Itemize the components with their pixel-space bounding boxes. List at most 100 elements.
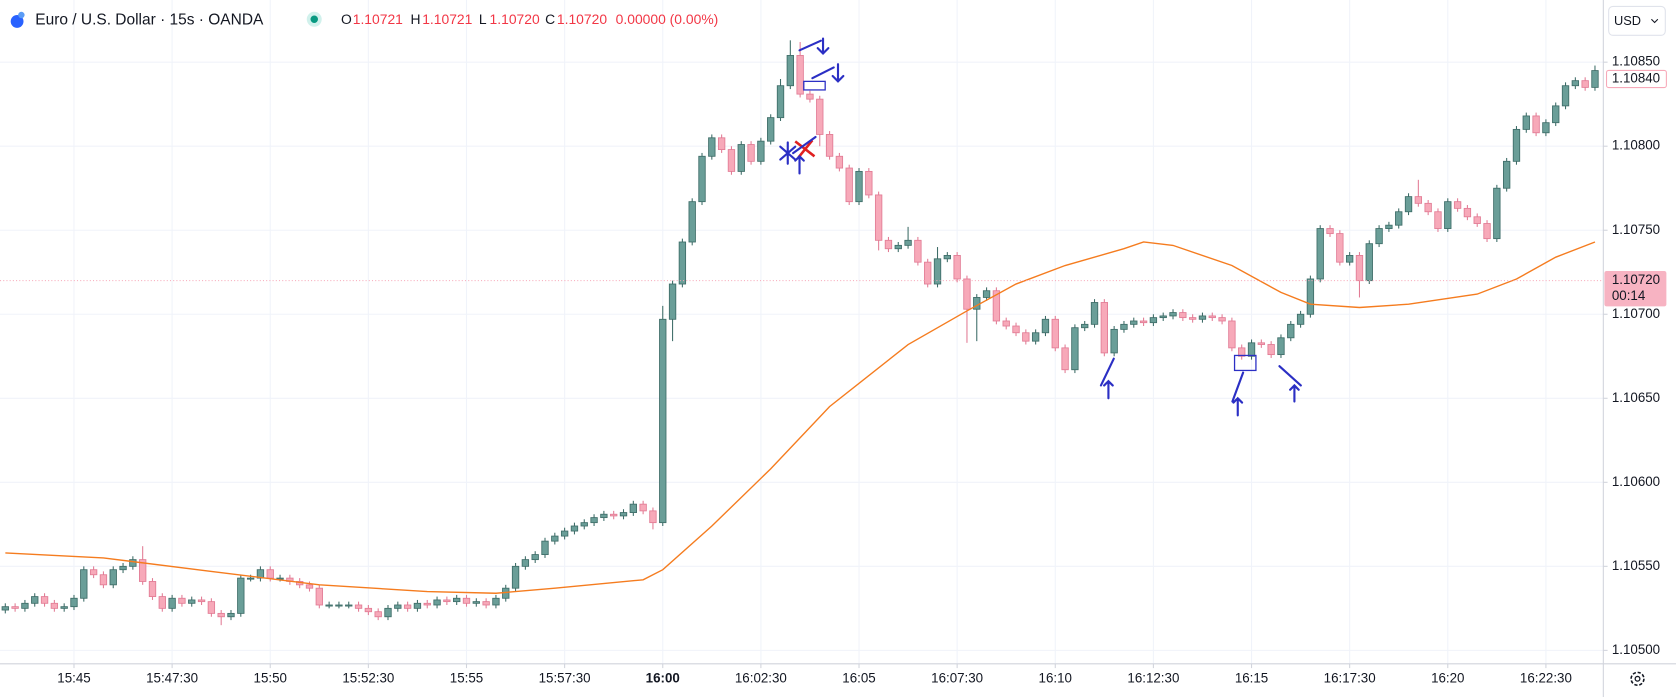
- y-tick-label: 1.10550: [1612, 558, 1660, 573]
- candle-body: [1149, 317, 1158, 324]
- x-tick-label: 16:02:30: [735, 670, 787, 685]
- candle-body: [531, 554, 539, 561]
- ohlc-value: 1.10721: [353, 11, 403, 27]
- gear[interactable]: [1634, 675, 1641, 682]
- candle-body: [982, 290, 991, 298]
- candle-body: [639, 503, 647, 512]
- drawing: [798, 37, 830, 56]
- drawing-cross: [794, 139, 816, 159]
- candle-body: [511, 565, 520, 589]
- candle-body: [168, 597, 176, 609]
- axes: 1.10850 1.10800 1.10750 1.10700 1.10650 1.106…: [57, 54, 1667, 685]
- y-tick-label: 1.10700: [1612, 306, 1660, 321]
- drawing-star: [779, 141, 797, 165]
- candle-body: [50, 602, 59, 609]
- candle-body: [1552, 105, 1560, 124]
- candle-body: [894, 244, 902, 250]
- candle-body: [1365, 243, 1373, 282]
- candle-body: [31, 596, 39, 604]
- candle-body: [1395, 211, 1403, 226]
- candle-body: [1257, 342, 1266, 345]
- candle-body: [1287, 323, 1295, 339]
- candle-body: [1306, 278, 1315, 315]
- candle-body: [364, 607, 373, 613]
- candle-body: [619, 512, 628, 517]
- candle-body: [1463, 207, 1472, 218]
- y-tick-label: 1.10800: [1612, 138, 1660, 153]
- plot: [0, 40, 1604, 626]
- candle-body: [1434, 211, 1442, 229]
- change: 0.00000 (0.00%): [616, 11, 719, 27]
- candle-body: [433, 599, 441, 606]
- candle-body: [266, 569, 274, 579]
- x-tick-label: 16:22:30: [1520, 670, 1572, 685]
- y-tick-label: 1.10650: [1612, 390, 1660, 405]
- candle-body: [1041, 318, 1050, 334]
- price-label-box: [1605, 69, 1667, 89]
- candle-body: [1198, 315, 1207, 320]
- candle-body: [717, 137, 726, 150]
- candle-body: [874, 194, 883, 241]
- candle-body: [325, 604, 333, 607]
- candle-body: [600, 513, 608, 519]
- status-dot: [310, 15, 318, 24]
- candle-body: [80, 569, 88, 599]
- candle-body: [1493, 187, 1501, 240]
- candle-body: [207, 601, 216, 614]
- currency-select[interactable]: USD: [1608, 5, 1666, 36]
- candle-body: [1296, 313, 1305, 325]
- x-tick-label: 15:45: [57, 670, 90, 685]
- candle-body: [1502, 160, 1511, 189]
- candle-body: [1473, 216, 1481, 224]
- drawing-box: [1233, 354, 1257, 372]
- chevron[interactable]: [1651, 18, 1659, 24]
- candle-body: [1336, 233, 1344, 263]
- gear[interactable]: [1630, 671, 1645, 687]
- candle-body: [413, 602, 422, 609]
- candle-body: [188, 599, 196, 604]
- currency-box[interactable]: [1608, 5, 1666, 36]
- candle-body: [1385, 224, 1393, 229]
- candle-body: [178, 597, 186, 604]
- candle-body: [1316, 228, 1324, 280]
- candle-body: [21, 602, 29, 609]
- ohlc-letter: O: [341, 11, 352, 27]
- candle-body: [678, 241, 687, 285]
- x-tick-label: 16:20: [1431, 670, 1464, 685]
- candle-body: [1100, 302, 1109, 354]
- candle-body: [1002, 320, 1010, 327]
- candle-body: [757, 140, 765, 162]
- candle-body: [237, 577, 245, 614]
- candle-body: [629, 503, 637, 513]
- candle-body: [158, 596, 166, 609]
- candle-body: [492, 597, 500, 606]
- candle-body: [924, 261, 932, 285]
- candle-body: [1130, 320, 1138, 325]
- candle-body: [855, 170, 863, 203]
- candle-body: [816, 98, 824, 135]
- price-label: 1.10840: [1612, 71, 1660, 86]
- candle-body: [1, 606, 9, 611]
- x-tick-label: 15:50: [254, 670, 287, 685]
- candle-body: [1532, 115, 1540, 134]
- grid: [0, 0, 1604, 664]
- drawing: [1099, 357, 1115, 400]
- price-axis: [1603, 0, 1676, 697]
- candle-body: [1051, 318, 1059, 349]
- candle-body: [1120, 323, 1128, 330]
- ohlc-value: 1.10721: [422, 11, 472, 27]
- candle-body: [246, 577, 255, 580]
- candle-body: [1110, 328, 1118, 354]
- price-label-box: [1604, 271, 1667, 307]
- x-tick-label: 16:10: [1039, 670, 1072, 685]
- x-tick-label: 15:55: [450, 670, 483, 685]
- currency-label[interactable]: USD: [1614, 13, 1641, 28]
- candle-body: [1414, 196, 1423, 204]
- price-countdown: 00:14: [1612, 288, 1646, 303]
- time-axis: [0, 663, 1604, 697]
- settings-button[interactable]: [1630, 671, 1645, 687]
- candle-body: [482, 601, 490, 606]
- candle-body: [472, 601, 480, 604]
- candle-body: [227, 612, 235, 618]
